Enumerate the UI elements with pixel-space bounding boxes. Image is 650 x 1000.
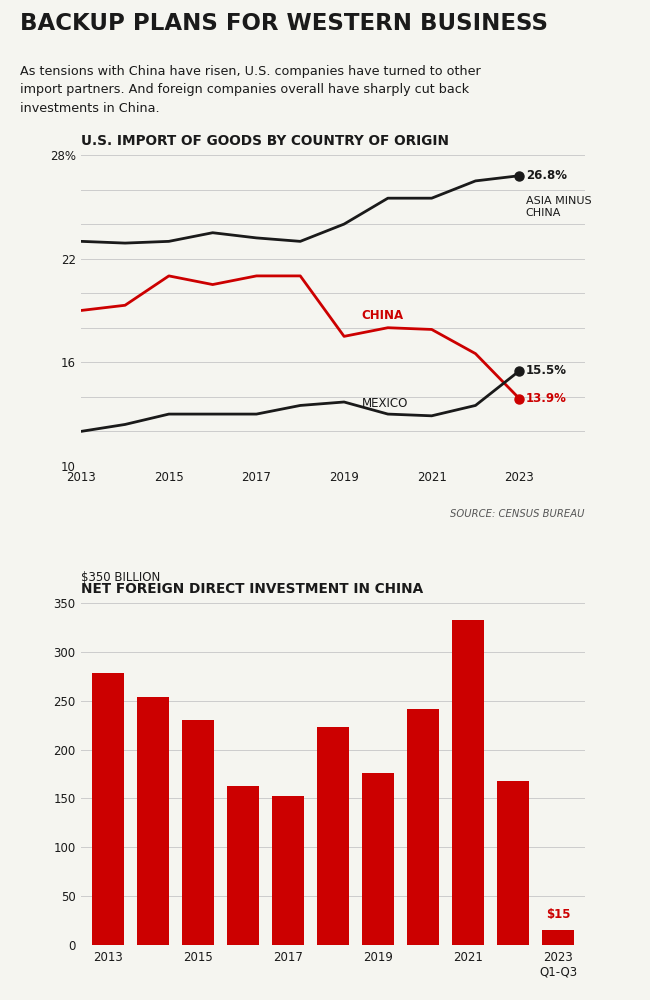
Bar — [542, 930, 574, 945]
Bar — [137, 697, 170, 945]
Bar — [452, 620, 484, 945]
Text: U.S. IMPORT OF GOODS BY COUNTRY OF ORIGIN: U.S. IMPORT OF GOODS BY COUNTRY OF ORIGI… — [81, 134, 449, 148]
Text: BACKUP PLANS FOR WESTERN BUSINESS: BACKUP PLANS FOR WESTERN BUSINESS — [20, 12, 547, 35]
Bar — [407, 709, 439, 945]
Text: ASIA MINUS
CHINA: ASIA MINUS CHINA — [526, 196, 592, 218]
Text: MEXICO: MEXICO — [361, 397, 408, 410]
Bar — [92, 673, 124, 945]
Text: 13.9%: 13.9% — [526, 392, 567, 405]
Bar — [317, 727, 349, 945]
Text: 26.8%: 26.8% — [526, 169, 567, 182]
Bar — [497, 781, 529, 945]
Text: $15: $15 — [546, 908, 570, 921]
Text: 15.5%: 15.5% — [526, 364, 567, 377]
Text: SOURCE: CENSUS BUREAU: SOURCE: CENSUS BUREAU — [450, 509, 585, 519]
Bar — [272, 796, 304, 945]
Text: As tensions with China have risen, U.S. companies have turned to other
import pa: As tensions with China have risen, U.S. … — [20, 65, 480, 115]
Bar — [362, 773, 395, 945]
Text: $350 BILLION: $350 BILLION — [81, 571, 161, 584]
Text: NET FOREIGN DIRECT INVESTMENT IN CHINA: NET FOREIGN DIRECT INVESTMENT IN CHINA — [81, 582, 423, 596]
Bar — [182, 720, 215, 945]
Text: CHINA: CHINA — [361, 309, 404, 322]
Bar — [227, 786, 259, 945]
